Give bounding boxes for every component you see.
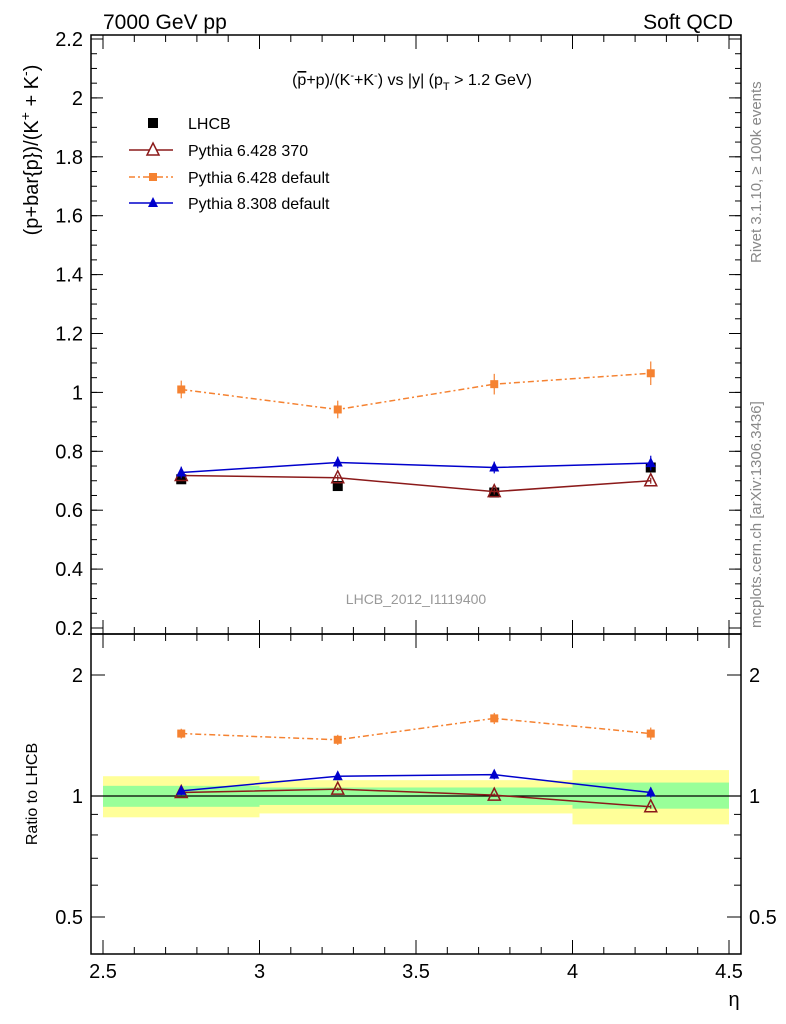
series-line-py6_default: [181, 372, 651, 411]
main-plot-title: (p+p)/(K-+K-) vs |y| (pT > 1.2 GeV): [292, 70, 532, 93]
data-point-lhcb: [176, 474, 187, 485]
x-tick-label: 3: [254, 961, 265, 983]
data-point-py8-default: [332, 456, 343, 467]
series-line-py6_default: [181, 717, 651, 741]
data-point-py8-default: [489, 461, 500, 472]
category-label: Soft QCD: [643, 11, 733, 34]
axes: 0.2 0.4 0.6 0.8 1 1.2 1.4 1.6 1.8 2 2.2 2.5 3 3.5 4 4.5…: [55, 29, 777, 983]
ratio-y-axis-label: Ratio to LHCB: [24, 743, 41, 845]
uncertainty-bands: [91, 770, 741, 825]
data-point-py6-370: [330, 469, 345, 484]
legend-marker-py6-default: [149, 173, 157, 181]
legend-label-py8-default: Pythia 8.308 default: [188, 196, 330, 213]
data-point-py6-default: [333, 735, 342, 744]
ratio-y-tick-label: 0.5: [55, 907, 83, 929]
series-line-py8_default: [181, 461, 651, 474]
data-point-lhcb: [332, 481, 343, 492]
data-point-py8-default: [176, 466, 187, 477]
ratio-y-tick-label: 1: [72, 786, 83, 808]
ratio-y-tick-label-right: 1: [749, 786, 760, 808]
series-line-py6_370: [181, 788, 651, 808]
main-y-tick-label: 2.2: [55, 29, 83, 51]
main-y-tick-label: 1: [72, 382, 83, 404]
x-tick-label: 3.5: [402, 961, 430, 983]
ratio-y-tick-label-right: 2: [749, 665, 760, 687]
main-series: [174, 361, 658, 498]
main-y-axis-label: (p+bar{p})/(K+ + K-): [17, 65, 43, 236]
main-y-tick-label: 1.4: [55, 265, 83, 287]
data-point-py8-default: [176, 784, 187, 795]
data-point-py8-default: [645, 786, 656, 797]
data-point-py6-default: [177, 385, 186, 394]
data-point-py6-default: [646, 369, 655, 378]
data-point-py6-370: [643, 798, 658, 813]
x-tick-label: 4: [567, 961, 578, 983]
data-point-py6-default: [333, 405, 342, 414]
main-y-tick-label: 0.8: [55, 441, 83, 463]
mcplots-label: mcplots.cern.ch [arXiv:1306.3436]: [748, 401, 765, 628]
legend-marker-lhcb: [148, 118, 158, 128]
legend-label-lhcb: LHCB: [188, 116, 231, 133]
legend-label-py6-default: Pythia 6.428 default: [188, 170, 330, 187]
x-tick-label: 2.5: [89, 961, 117, 983]
data-point-py6-default: [646, 729, 655, 738]
x-axis-label: η: [728, 989, 739, 1011]
main-y-tick-label: 1.6: [55, 206, 83, 228]
data-point-py6-370: [643, 472, 658, 487]
x-tick-label: 4.5: [715, 961, 743, 983]
collision-label: 7000 GeV pp: [103, 11, 227, 34]
main-y-tick-label: 2: [72, 88, 83, 110]
legend-marker-py6-370: [145, 141, 161, 156]
data-point-py6-default: [177, 729, 186, 738]
main-y-tick-label: 1.8: [55, 147, 83, 169]
series-line-py6_370: [181, 474, 651, 493]
legend: LHCB Pythia 6.428 370 Pythia 6.428 defau…: [129, 116, 330, 213]
data-point-py8-default: [645, 457, 656, 468]
legend-marker-py8-default: [148, 197, 158, 207]
rivet-label: Rivet 3.1.10, ≥ 100k events: [748, 81, 765, 263]
data-point-py8-default: [489, 768, 500, 779]
data-point-py6-370: [487, 482, 502, 498]
data-point-py8-default: [332, 770, 343, 781]
ratio-y-tick-label: 2: [72, 665, 83, 687]
data-point-py6-default: [490, 714, 499, 723]
main-y-tick-label: 1.2: [55, 324, 83, 346]
data-point-py6-370: [330, 780, 345, 795]
series-line-py8_default: [181, 773, 651, 794]
ratio-y-tick-label-right: 0.5: [749, 907, 777, 929]
data-point-py6-default: [490, 380, 499, 389]
ratio-series: [174, 712, 658, 813]
main-y-tick-label: 0.6: [55, 500, 83, 522]
analysis-label: LHCB_2012_I1119400: [346, 591, 487, 607]
main-y-tick-label: 0.4: [55, 559, 83, 581]
data-point-py6-370: [487, 786, 502, 801]
main-y-tick-label: 0.2: [55, 618, 83, 640]
legend-label-py6-370: Pythia 6.428 370: [188, 143, 308, 160]
